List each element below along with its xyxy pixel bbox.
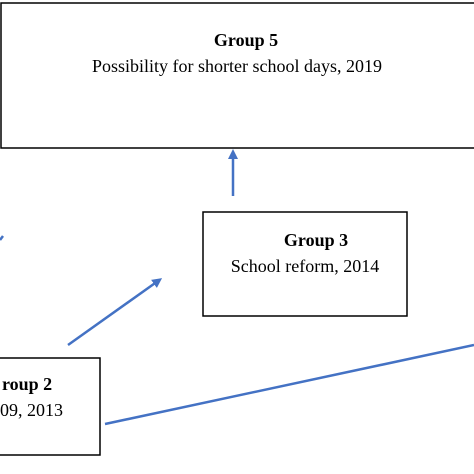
- node-title: roup 2: [2, 374, 52, 394]
- node-label: Possibility for shorter school days, 201…: [92, 56, 382, 76]
- arrow: [0, 235, 4, 241]
- node-box: [0, 357, 101, 456]
- arrow: [104, 343, 474, 426]
- node-label: School reform, 2014: [231, 256, 379, 276]
- arrow: [67, 278, 163, 347]
- node-box: [0, 2, 474, 149]
- node-box: [202, 211, 408, 317]
- node-title: Group 5: [214, 30, 278, 50]
- node-title: Group 3: [284, 230, 348, 250]
- node-label: 09, 2013: [0, 400, 63, 420]
